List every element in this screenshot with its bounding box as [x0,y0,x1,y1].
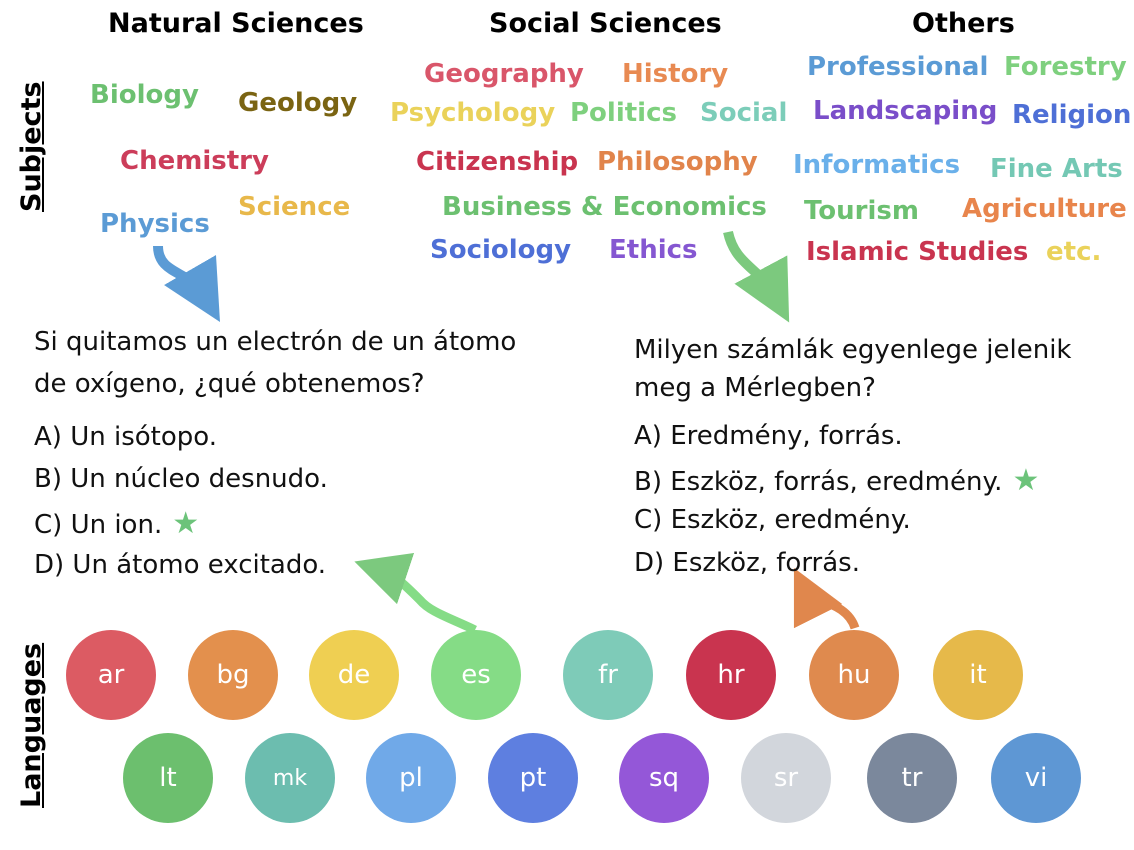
language-lt: lt [123,733,213,823]
language-es: es [431,630,521,720]
social-sciences-heading: Social Sciences [489,8,722,39]
question-es-line2: de oxígeno, ¿qué obtenemos? [34,369,425,399]
subject-physics: Physics [100,209,210,239]
subject-chemistry: Chemistry [120,146,269,176]
language-de: de [309,630,399,720]
question-es-option-c-row: C) Un ion. ★ [34,506,199,541]
subject-islamic-studies: Islamic Studies [806,237,1029,267]
language-sr: sr [741,733,831,823]
language-fr: fr [563,630,653,720]
question-hu-line1: Milyen számlák egyenlege jelenik [634,335,1072,365]
subject-informatics: Informatics [793,150,961,180]
language-hu: hu [809,630,899,720]
language-tr: tr [867,733,957,823]
subject-tourism: Tourism [804,196,919,226]
language-hr: hr [686,630,776,720]
subject-science: Science [238,192,351,222]
subject-fine-arts: Fine Arts [990,154,1123,184]
arrow-es-to-question [354,552,477,635]
question-hu-option-a: A) Eredmény, forrás. [634,421,903,451]
subject-sociology: Sociology [430,235,572,265]
arrow-hu-to-question [793,567,860,630]
language-mk: mk [245,733,335,823]
subject-forestry: Forestry [1004,52,1127,82]
subject-social: Social [700,98,788,128]
language-vi: vi [991,733,1081,823]
subject-ethics: Ethics [609,235,698,265]
question-es-option-b: B) Un núcleo desnudo. [34,464,328,494]
subject-politics: Politics [570,98,677,128]
question-hu-option-b: B) Eszköz, forrás, eredmény. [634,467,1003,497]
subject-landscaping: Landscaping [813,96,998,126]
subject-biology: Biology [90,80,199,110]
subject-psychology: Psychology [390,98,556,128]
others-heading: Others [912,8,1015,39]
correct-star-icon: ★ [1012,463,1040,498]
arrow-physics-to-es-question [153,245,221,322]
arrow-business-to-hu-question [723,230,790,323]
language-pl: pl [366,733,456,823]
question-hu-option-c: C) Eszköz, eredmény. [634,505,911,535]
subject-religion: Religion [1012,100,1132,130]
natural-sciences-heading: Natural Sciences [108,8,364,39]
language-it: it [933,630,1023,720]
subject-geology: Geology [238,88,358,118]
question-es-option-c: C) Un ion. [34,510,163,540]
question-es-line1: Si quitamos un electrón de un átomo [34,327,517,357]
subject-philosophy: Philosophy [597,147,758,177]
language-pt: pt [488,733,578,823]
language-ar: ar [66,630,156,720]
subject-citizenship: Citizenship [416,147,579,177]
question-hu-line2: meg a Mérlegben? [634,373,876,403]
question-es-option-d: D) Un átomo excitado. [34,550,327,580]
subject-professional: Professional [807,52,989,82]
subject-etc: etc. [1046,237,1102,267]
correct-star-icon: ★ [172,506,200,541]
question-hu-option-b-row: B) Eszköz, forrás, eredmény. ★ [634,463,1039,498]
subject-agriculture: Agriculture [962,194,1127,224]
subject-history: History [622,59,729,89]
question-es-option-a: A) Un isótopo. [34,422,217,452]
subject-geography: Geography [424,59,584,89]
language-bg: bg [188,630,278,720]
subject-business-economics: Business & Economics [442,192,767,222]
question-hu-option-d: D) Eszköz, forrás. [634,548,860,578]
language-sq: sq [619,733,709,823]
